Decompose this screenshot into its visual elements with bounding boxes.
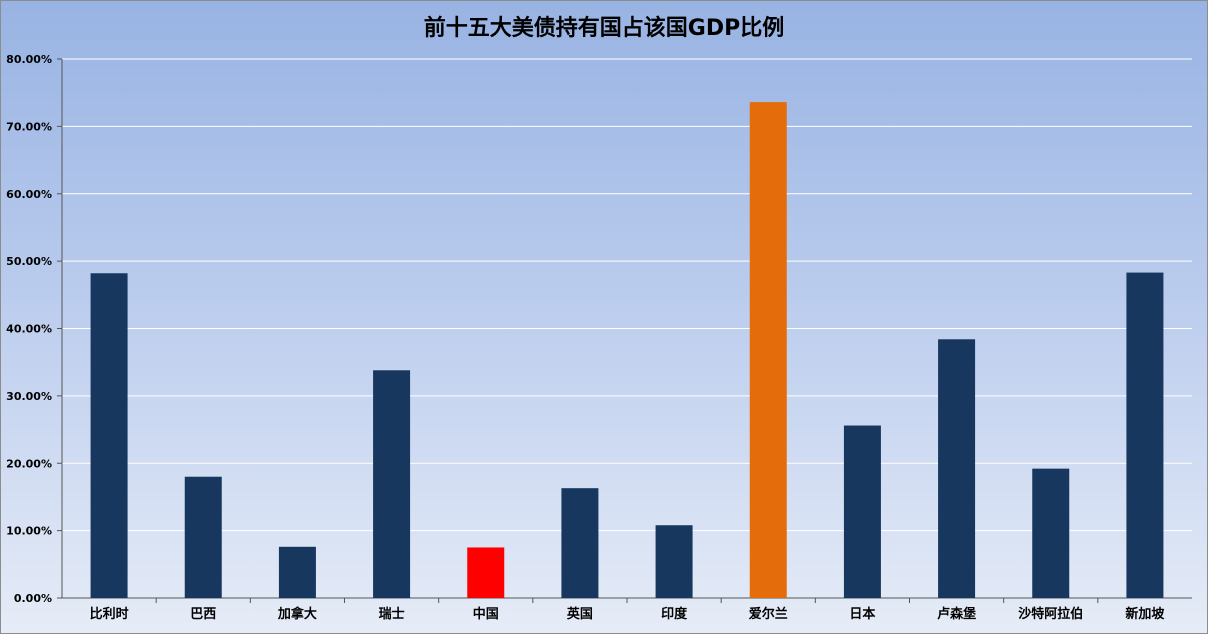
y-tick-label: 30.00%: [6, 390, 52, 403]
bar: [843, 425, 881, 598]
bar: [90, 273, 128, 598]
bar: [184, 476, 222, 598]
x-tick-label: 新加坡: [1125, 606, 1165, 622]
bar: [278, 546, 316, 598]
x-tick-label: 加拿大: [277, 606, 317, 622]
x-tick-label: 瑞士: [379, 606, 405, 622]
y-tick-label: 0.00%: [14, 592, 52, 605]
y-tick-label: 60.00%: [6, 188, 52, 201]
x-tick-label: 爱尔兰: [749, 606, 788, 622]
y-tick-label: 10.00%: [6, 525, 52, 538]
x-tick-label: 卢森堡: [937, 606, 976, 622]
bar: [373, 370, 411, 598]
bar: [1032, 468, 1070, 598]
bar: [938, 339, 976, 598]
x-tick-label: 印度: [661, 606, 688, 622]
x-tick-label: 中国: [473, 606, 499, 622]
bar: [467, 547, 505, 598]
x-tick-label: 比利时: [90, 606, 129, 622]
x-tick-label: 沙特阿拉伯: [1018, 606, 1083, 622]
x-tick-label: 日本: [849, 606, 875, 622]
y-tick-label: 70.00%: [6, 120, 52, 133]
bar: [561, 488, 599, 598]
chart-title: 前十五大美债持有国占该国GDP比例: [423, 16, 785, 41]
x-tick-label: 英国: [566, 606, 593, 622]
y-tick-label: 20.00%: [6, 457, 52, 470]
y-tick-label: 80.00%: [6, 53, 52, 66]
y-tick-label: 40.00%: [6, 323, 52, 336]
bar: [749, 102, 787, 599]
x-tick-label: 巴西: [190, 607, 216, 622]
bar: [655, 525, 693, 598]
y-tick-label: 50.00%: [6, 255, 52, 268]
bar: [1126, 272, 1164, 598]
